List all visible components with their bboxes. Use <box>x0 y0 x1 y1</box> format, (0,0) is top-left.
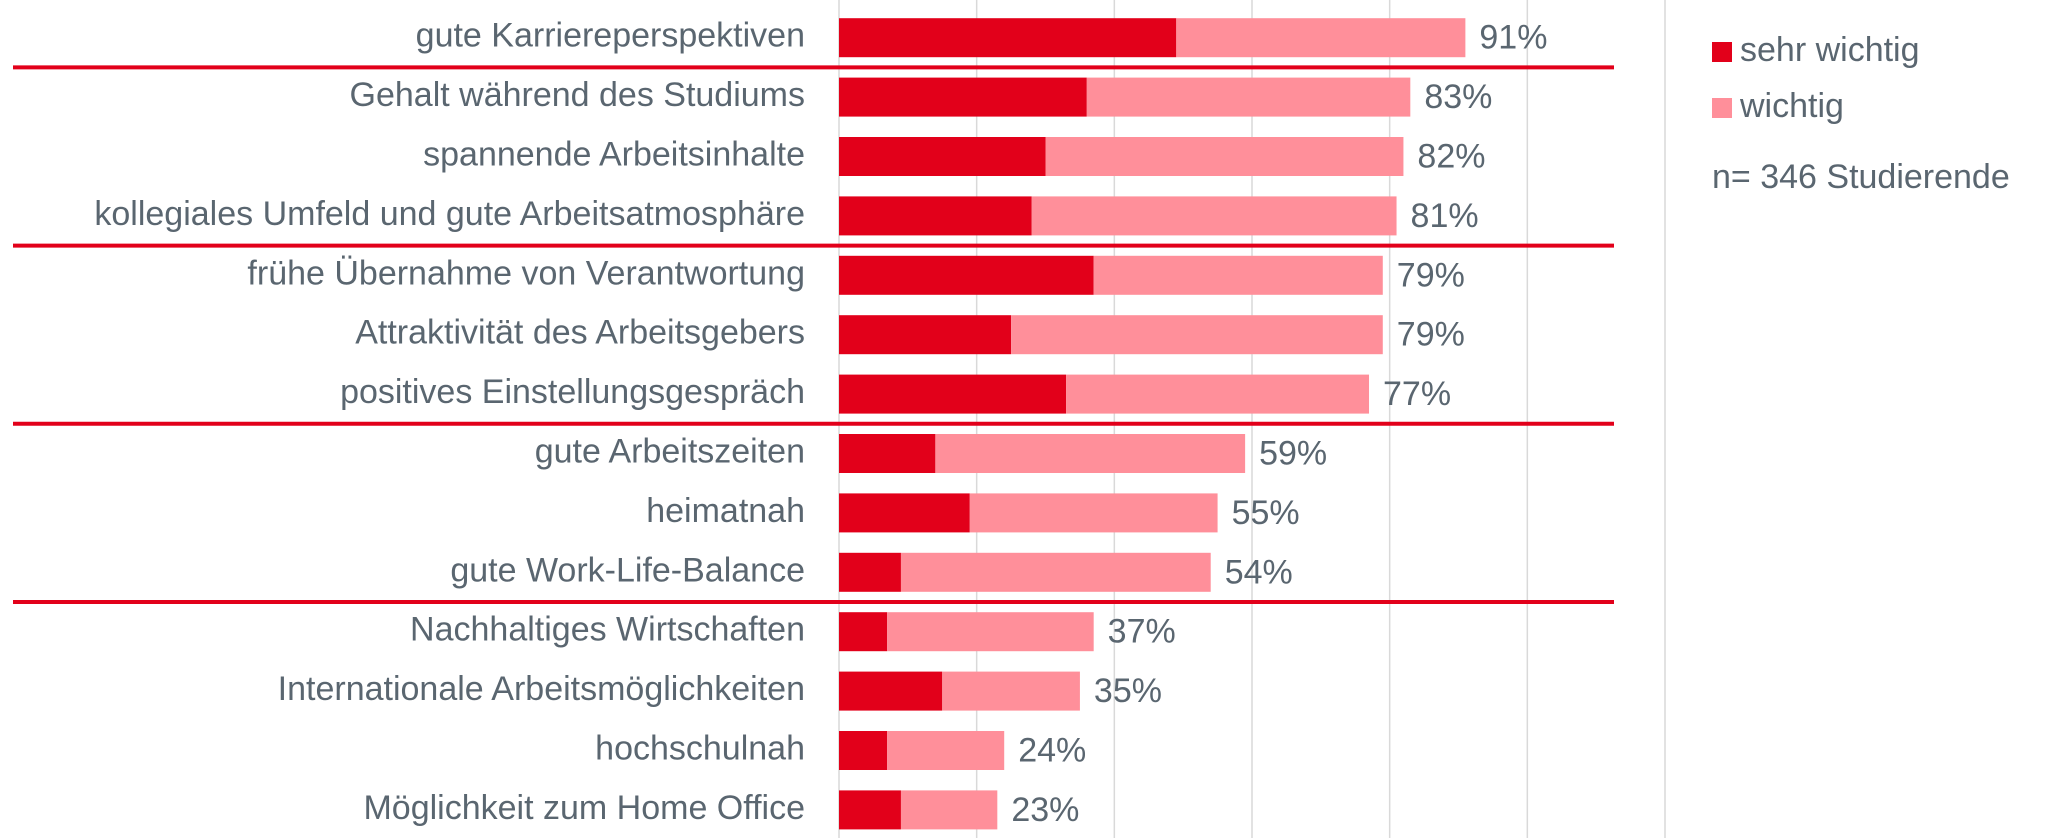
bar-segment <box>900 790 998 830</box>
category-label: Attraktivität des Arbeitsgebers <box>355 314 805 352</box>
category-label: positives Einstellungsgespräch <box>340 373 805 411</box>
bar-segment <box>1045 137 1404 176</box>
category-label: frühe Übernahme von Verantwortung <box>247 254 805 292</box>
bar-segment <box>935 434 1246 473</box>
bar-segment <box>969 493 1218 533</box>
bar-segment <box>942 671 1080 711</box>
bar-segment <box>839 493 970 533</box>
total-label: 55% <box>1232 494 1300 532</box>
total-label: 83% <box>1424 78 1492 116</box>
category-label: hochschulnah <box>595 729 805 767</box>
category-label: gute Arbeitszeiten <box>535 432 805 470</box>
bar-segment <box>839 315 1012 355</box>
total-label: 23% <box>1011 791 1079 829</box>
category-label: Nachhaltiges Wirtschaften <box>410 611 805 649</box>
bar-segment <box>839 18 1177 58</box>
total-label: 35% <box>1094 672 1162 710</box>
bar-segment <box>839 731 888 770</box>
bar-segment <box>839 77 1087 117</box>
total-label: 77% <box>1383 375 1451 413</box>
bar-segment <box>900 552 1211 592</box>
bar-segment <box>839 196 1032 236</box>
bar-segment <box>1066 374 1370 414</box>
bar-segment <box>839 612 888 652</box>
category-label: Gehalt während des Studiums <box>350 76 805 114</box>
total-label: 37% <box>1108 613 1176 651</box>
bar-segment <box>839 374 1067 414</box>
legend-label: wichtig <box>1739 87 1844 125</box>
legend-swatch <box>1712 98 1732 118</box>
category-label: Möglichkeit zum Home Office <box>363 789 805 827</box>
bar-segment <box>839 671 943 711</box>
legend-label: sehr wichtig <box>1740 31 1920 69</box>
bar-segment <box>1011 315 1383 355</box>
legend-swatch <box>1712 42 1732 62</box>
bar-segment <box>1086 77 1411 117</box>
bar-segment <box>887 731 1005 770</box>
total-label: 91% <box>1479 19 1547 57</box>
total-label: 81% <box>1411 197 1479 235</box>
category-label: gute Work-Life-Balance <box>450 551 805 589</box>
category-label: Internationale Arbeitsmöglichkeiten <box>278 670 805 708</box>
bar-segment <box>839 790 901 830</box>
category-label: spannende Arbeitsinhalte <box>423 135 805 173</box>
total-label: 79% <box>1397 316 1465 354</box>
annotation: n= 346 Studierende <box>1712 158 2010 196</box>
bar-segment <box>839 137 1046 176</box>
category-label: gute Karriereperspektiven <box>416 17 805 55</box>
total-label: 24% <box>1018 731 1086 769</box>
bar-segment <box>1031 196 1397 236</box>
bar-segment <box>1176 18 1466 58</box>
total-label: 54% <box>1225 553 1293 591</box>
total-label: 79% <box>1397 256 1465 294</box>
bar-segment <box>839 434 936 473</box>
bar-segment <box>1093 255 1383 295</box>
bar-segment <box>839 255 1094 295</box>
bar-segment <box>839 552 901 592</box>
category-label: kollegiales Umfeld und gute Arbeitsatmos… <box>94 195 805 233</box>
category-label: heimatnah <box>646 492 805 530</box>
total-label: 82% <box>1417 137 1485 175</box>
total-label: 59% <box>1259 434 1327 472</box>
bar-segment <box>887 612 1094 652</box>
